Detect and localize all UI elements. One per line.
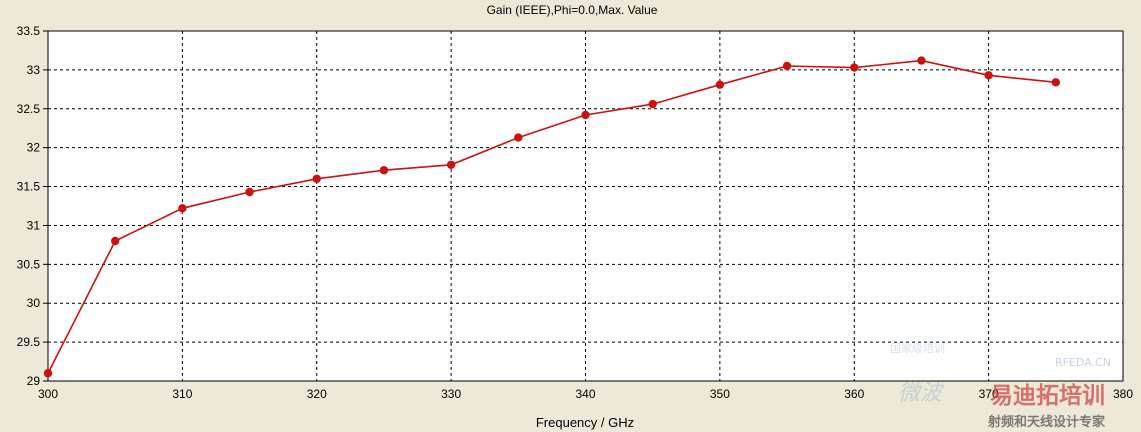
data-point (715, 80, 725, 89)
y-tick-label: 31.5 (17, 180, 41, 194)
y-tick-label: 30.5 (17, 257, 41, 271)
data-point (379, 166, 389, 175)
x-tick-label: 340 (575, 387, 595, 401)
watermark-faint: 微波 (898, 381, 945, 406)
x-tick-label: 350 (710, 387, 730, 401)
data-point (178, 204, 187, 213)
x-tick-label: 330 (441, 387, 461, 401)
watermark-brand: 易迪拓培训 (990, 382, 1105, 409)
data-point (446, 160, 456, 169)
y-axis-ticks: 29 29.5 30 30.5 31 31.5 32 32.5 33 33.5 (17, 24, 48, 388)
data-points (43, 56, 1061, 378)
watermark-site: RFEDA.CN (1055, 356, 1111, 369)
data-point (43, 369, 53, 378)
chart-title: Gain (IEEE),Phi=0.0,Max. Value (487, 3, 658, 17)
watermark: 国家级培训 RFEDA.CN 微波 (890, 341, 1111, 406)
data-point (648, 99, 657, 109)
data-point (1051, 78, 1061, 87)
y-tick-label: 32 (27, 141, 41, 155)
watermark-top: 国家级培训 (890, 341, 945, 355)
data-point (850, 63, 859, 72)
y-tick-label: 32.5 (17, 102, 41, 116)
y-tick-label: 33.5 (17, 24, 41, 38)
y-tick-label: 30 (27, 296, 41, 310)
data-point (110, 236, 120, 246)
y-tick-label: 33 (27, 63, 41, 77)
x-tick-label: 300 (38, 387, 58, 401)
y-tick-label: 29 (27, 374, 41, 388)
x-tick-label: 360 (844, 387, 864, 401)
data-point (312, 174, 321, 183)
x-tick-label: 320 (307, 387, 327, 401)
data-point (984, 71, 993, 80)
y-tick-label: 29.5 (17, 335, 41, 349)
x-axis-ticks: 300 310 320 330 340 350 360 370 380 (38, 387, 1133, 401)
x-tick-label: 380 (1113, 387, 1133, 401)
data-point (782, 61, 792, 71)
watermark-tagline: 射频和天线设计专家 (987, 414, 1106, 430)
x-axis-label: Frequency / GHz (536, 415, 634, 430)
x-tick-label: 370 (979, 387, 999, 401)
series-line (47, 59, 1056, 374)
data-point (917, 56, 926, 65)
plot-frame (47, 30, 1124, 382)
data-point (245, 187, 254, 197)
data-point (581, 110, 590, 120)
data-point (514, 133, 523, 142)
x-tick-label: 310 (172, 387, 192, 401)
y-tick-label: 31 (27, 218, 41, 232)
